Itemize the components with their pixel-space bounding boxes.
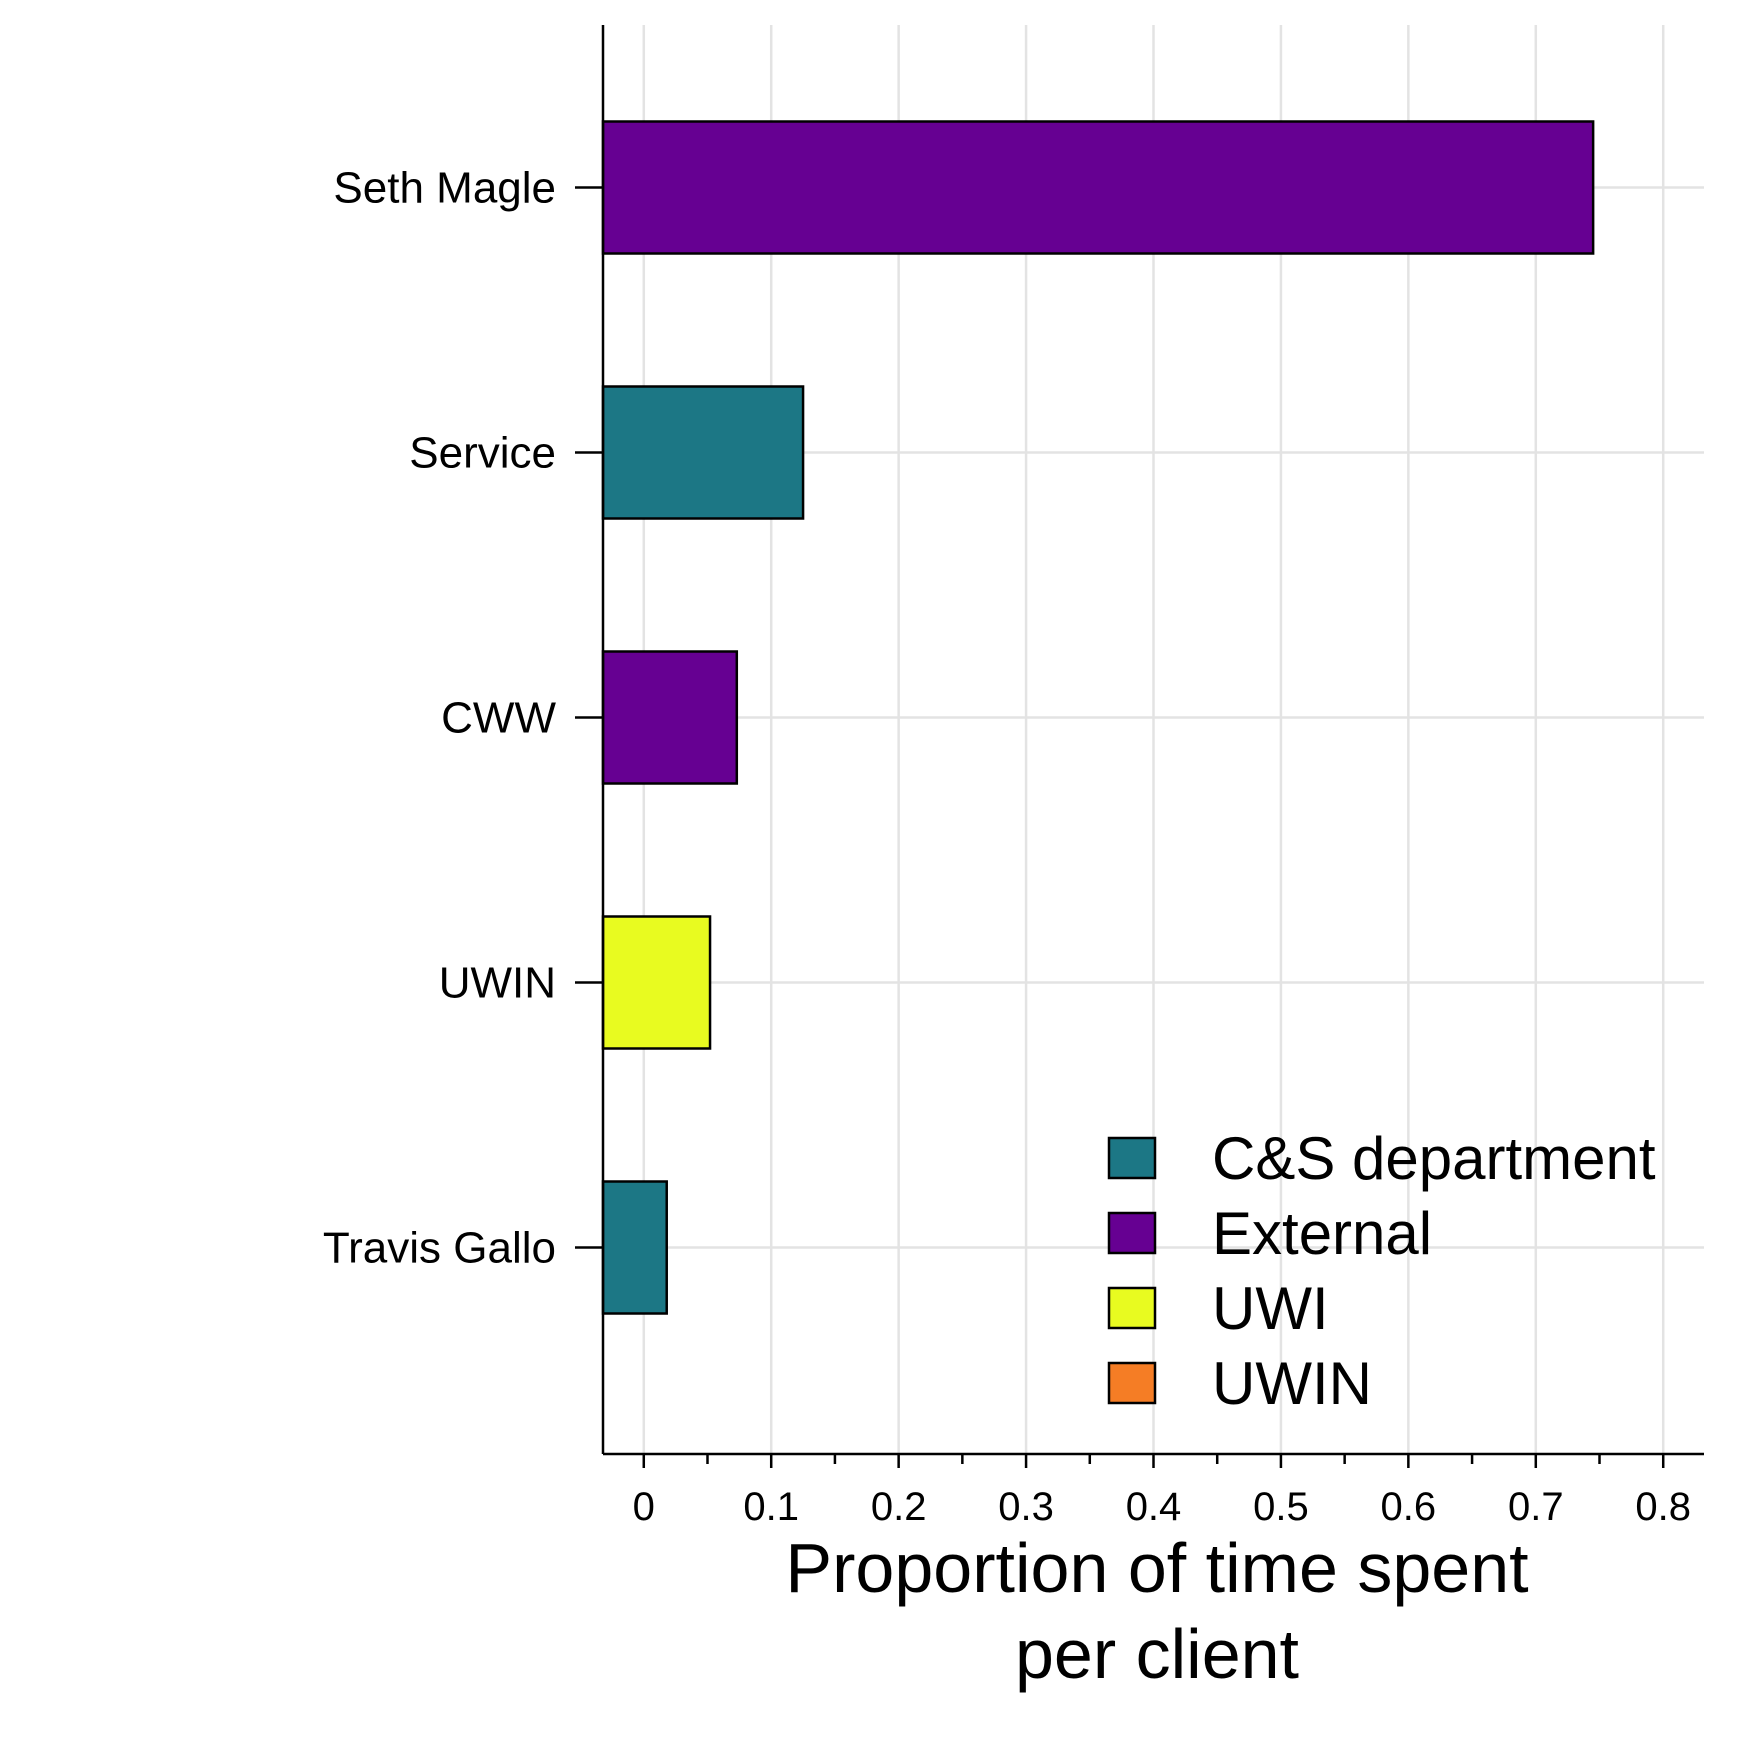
legend-swatch-1 — [1107, 1211, 1157, 1255]
bar-cww — [601, 650, 739, 785]
legend-label-1: External — [1212, 1200, 1432, 1267]
x-tick-label-8: 0.8 — [1635, 1485, 1691, 1529]
legend-swatch-0 — [1107, 1136, 1157, 1180]
x-tick-label-4: 0.4 — [1126, 1485, 1182, 1529]
bar-service — [601, 385, 805, 520]
bar-travis-gallo — [601, 1180, 668, 1315]
y-tick-label-0: Seth Magle — [333, 164, 556, 213]
x-axis-title-line-1: Proportion of time spent — [785, 1529, 1528, 1607]
bars — [601, 120, 1595, 1315]
x-tick-label-2: 0.2 — [871, 1485, 927, 1529]
legend-label-2: UWI — [1212, 1275, 1329, 1342]
x-tick-label-0: 0 — [633, 1485, 655, 1529]
x-axis-ticks: 0 0.1 0.2 0.3 0.4 0.5 0.6 0.7 0.8 — [633, 1454, 1691, 1529]
y-tick-label-1: Service — [409, 429, 556, 478]
legend-swatch-2 — [1107, 1286, 1157, 1330]
legend-label-3: UWIN — [1212, 1350, 1372, 1417]
bar-seth-magle — [601, 120, 1595, 255]
y-tick-label-2: CWW — [441, 694, 556, 743]
y-axis-labels: Seth Magle Service CWW UWIN Travis Gallo — [323, 164, 603, 1273]
legend: C&S department External UWI UWIN — [1107, 1125, 1656, 1417]
x-tick-label-1: 0.1 — [743, 1485, 799, 1529]
x-axis-title-line-2: per client — [1015, 1615, 1299, 1693]
legend-swatch-3 — [1107, 1361, 1157, 1405]
y-tick-label-3: UWIN — [439, 959, 556, 1008]
bar-uwin — [601, 915, 712, 1050]
x-tick-label-7: 0.7 — [1508, 1485, 1564, 1529]
x-tick-label-5: 0.5 — [1253, 1485, 1309, 1529]
legend-label-0: C&S department — [1212, 1125, 1656, 1192]
x-tick-label-6: 0.6 — [1381, 1485, 1437, 1529]
y-tick-label-4: Travis Gallo — [323, 1224, 556, 1273]
x-tick-label-3: 0.3 — [998, 1485, 1054, 1529]
